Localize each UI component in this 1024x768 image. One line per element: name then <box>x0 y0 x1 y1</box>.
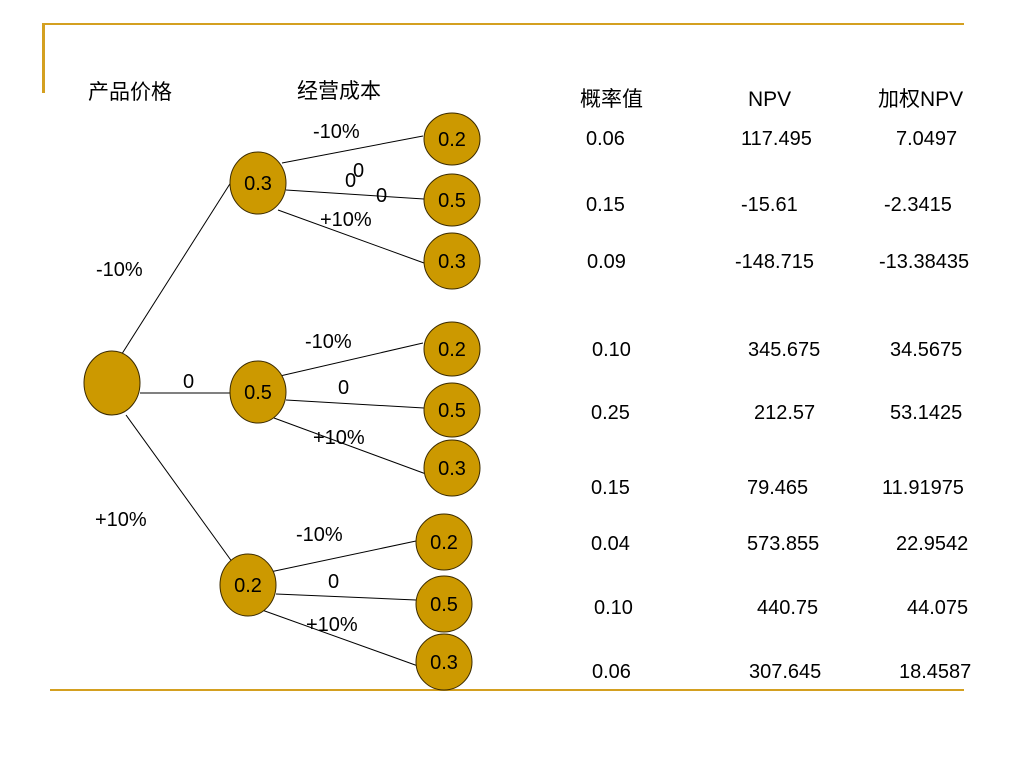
edge-mid2-leaf3 <box>273 417 427 475</box>
row2-prob: 0.15 <box>586 194 625 216</box>
price-branch-down-label: -10% <box>96 259 143 281</box>
edge-mid3-leaf1 <box>269 540 417 573</box>
cost3-down-label: -10% <box>296 524 343 546</box>
leaf-node-2-3 <box>423 439 481 497</box>
leaf-node-1-1 <box>423 112 481 166</box>
row3-npv: -148.715 <box>735 251 814 273</box>
row6-wnpv: 11.91975 <box>882 477 964 499</box>
edge-mid1-leaf1 <box>281 135 424 164</box>
row3-wnpv: -13.38435 <box>879 251 970 273</box>
header-operating-cost: 经营成本 <box>297 80 381 103</box>
cost1-down-label: -10% <box>313 121 360 143</box>
price-branch-flat-label: 0 <box>183 371 195 393</box>
edge-mid3-leaf3 <box>261 609 419 667</box>
cost1-flat-label-a: 0 <box>353 160 365 182</box>
frame-top-rule <box>42 23 964 25</box>
row2-wnpv: -2.3415 <box>884 194 952 216</box>
row1-wnpv: 7.0497 <box>896 128 958 150</box>
leaf-node-3-2 <box>415 575 473 633</box>
header-probability: 概率值 <box>580 88 643 111</box>
row1-npv: 117.495 <box>741 128 812 150</box>
cost1-flat-label-b: 0 <box>345 170 357 192</box>
cost1-flat-label-c: 0 <box>376 185 388 207</box>
row9-prob: 0.06 <box>592 661 631 683</box>
row1-prob: 0.06 <box>586 128 625 150</box>
mid-node-2 <box>229 360 287 424</box>
leaf-node-3-2-label: 0.5 <box>430 594 458 616</box>
row2-npv: -15.61 <box>741 194 798 216</box>
leaf-node-3-1-label: 0.2 <box>430 532 458 554</box>
cost2-up-label: +10% <box>313 427 365 449</box>
mid-node-2-label: 0.5 <box>244 382 272 404</box>
leaf-node-3-3-label: 0.3 <box>430 652 458 674</box>
mid-node-1-label: 0.3 <box>244 173 272 195</box>
header-weighted-npv: 加权NPV <box>878 88 964 111</box>
row9-npv: 307.645 <box>749 661 822 683</box>
leaf-node-1-2 <box>423 173 481 227</box>
row3-prob: 0.09 <box>587 251 626 273</box>
edge-mid2-leaf2 <box>285 399 425 409</box>
row4-prob: 0.10 <box>592 339 631 361</box>
mid-node-3 <box>219 553 277 617</box>
price-branch-up-label: +10% <box>95 509 147 531</box>
leaf-node-1-3 <box>423 232 481 290</box>
header-product-price: 产品价格 <box>88 81 172 104</box>
row8-npv: 440.75 <box>757 597 819 619</box>
row8-prob: 0.10 <box>594 597 633 619</box>
mid-node-3-label: 0.2 <box>234 575 262 597</box>
leaf-node-2-2-label: 0.5 <box>438 400 466 422</box>
tree-nodes <box>83 112 481 691</box>
leaf-node-3-1 <box>415 513 473 571</box>
row5-npv: 212.57 <box>754 402 816 424</box>
leaf-node-2-3-label: 0.3 <box>438 458 466 480</box>
edge-mid1-leaf3 <box>277 209 425 264</box>
leaf-node-2-1 <box>423 321 481 377</box>
frame-bottom-rule <box>50 689 964 691</box>
cost3-up-label: +10% <box>306 614 358 636</box>
edge-mid2-leaf1 <box>279 342 424 377</box>
header-npv: NPV <box>748 88 792 111</box>
row7-npv: 573.855 <box>747 533 820 555</box>
edge-root-mid1 <box>117 167 241 361</box>
edge-mid3-leaf2 <box>275 593 417 601</box>
node-labels: 0.3 0.5 0.2 0.2 0.5 0.3 0.2 0.5 0.3 0.2 … <box>234 129 466 674</box>
mid-node-1 <box>229 151 287 215</box>
tree-edges <box>117 135 427 667</box>
leaf-node-1-1-label: 0.2 <box>438 129 466 151</box>
frame-left-rule <box>42 23 45 93</box>
row5-prob: 0.25 <box>591 402 630 424</box>
cost3-flat-label: 0 <box>328 571 340 593</box>
cost2-down-label: -10% <box>305 331 352 353</box>
row5-wnpv: 53.1425 <box>890 402 963 424</box>
cost1-up-label: +10% <box>320 209 372 231</box>
cost2-flat-label: 0 <box>338 377 350 399</box>
row8-wnpv: 44.075 <box>907 597 969 619</box>
row4-wnpv: 34.5675 <box>890 339 963 361</box>
leaf-node-2-2 <box>423 382 481 438</box>
leaf-node-1-2-label: 0.5 <box>438 190 466 212</box>
leaf-node-1-3-label: 0.3 <box>438 251 466 273</box>
leaf-node-2-1-label: 0.2 <box>438 339 466 361</box>
edge-mid1-leaf2 <box>285 189 425 200</box>
leaf-node-3-3 <box>415 633 473 691</box>
row6-npv: 79.465 <box>747 477 809 499</box>
root-node <box>83 350 141 416</box>
row6-prob: 0.15 <box>591 477 630 499</box>
row7-prob: 0.04 <box>591 533 630 555</box>
row4-npv: 345.675 <box>748 339 821 361</box>
row9-wnpv: 18.4587 <box>899 661 972 683</box>
edge-root-mid3 <box>125 414 239 571</box>
row7-wnpv: 22.9542 <box>896 533 969 555</box>
